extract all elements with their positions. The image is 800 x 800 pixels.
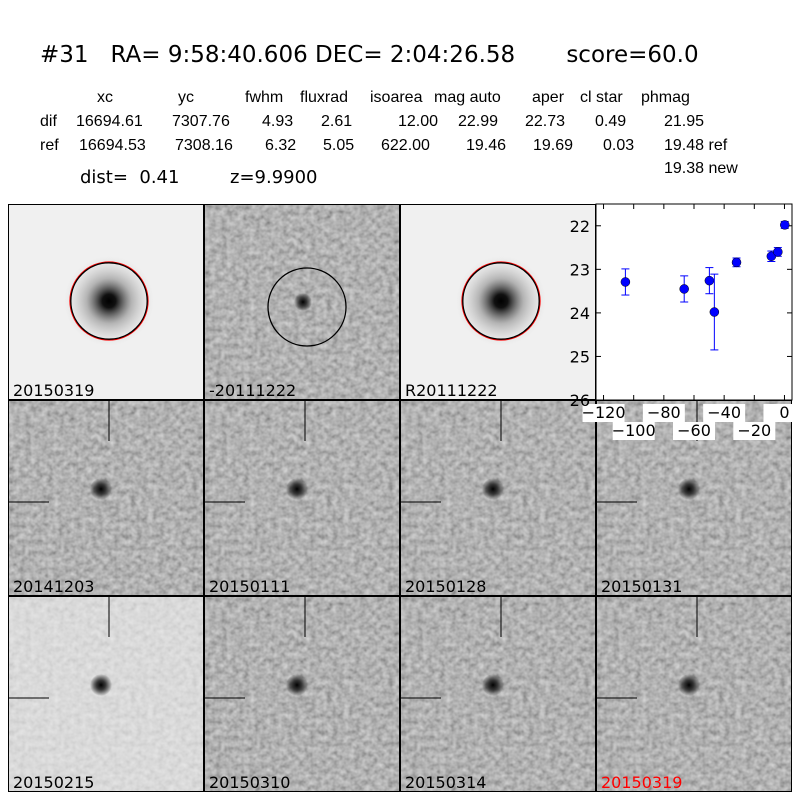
column-header: phmag: [641, 89, 690, 106]
table-cell: 22.99: [458, 113, 499, 130]
y-tick-label: 26: [570, 391, 590, 410]
table-cell: 2.61: [321, 113, 353, 130]
data-point: [709, 307, 720, 317]
x-tick-label: 0: [779, 403, 789, 422]
table-cell: 0.49: [595, 113, 627, 130]
stamp-epoch: 20150128: [400, 400, 596, 596]
stamp-top: 20150319: [8, 204, 204, 400]
x-tick-label: −40: [707, 403, 741, 422]
dist-value: dist= 0.41: [80, 167, 180, 188]
stamp-date-label: 20150131: [601, 577, 683, 596]
stamp-epoch: 20141203: [8, 400, 204, 596]
column-header: cl star: [580, 89, 623, 106]
table-cell: 5.05: [323, 137, 355, 154]
x-tick-label-bg: [642, 404, 685, 422]
aperture-circle: [70, 262, 148, 340]
stamp-epoch: 20150310: [204, 596, 400, 792]
stamp-date-label: 20150128: [405, 577, 487, 596]
stamp-top: -20111222: [204, 204, 400, 400]
y-tick-label: 22: [570, 217, 590, 236]
stamp-date-label: 20150319: [13, 381, 95, 400]
column-header: mag auto: [434, 89, 501, 106]
stamp-top: R20111222: [400, 204, 596, 400]
table-cell: 16694.53: [79, 137, 146, 154]
y-tick-label: 23: [570, 260, 590, 279]
row-label: dif: [40, 113, 57, 130]
data-point: [704, 275, 715, 286]
x-tick-label-bg: [582, 404, 625, 422]
table-cell: 7307.76: [172, 113, 230, 130]
stamp-date-label: 20141203: [13, 577, 95, 596]
table-cell: 0.03: [603, 137, 635, 154]
stamp-date-label: 20150314: [405, 773, 487, 792]
data-point: [780, 220, 790, 230]
column-header: xc: [97, 89, 113, 106]
aperture-circle: [69, 261, 149, 341]
table-cell: 6.32: [265, 137, 297, 154]
x-tick-label-bg: [612, 422, 655, 440]
table-cell: 622.00: [381, 137, 430, 154]
column-header: fwhm: [245, 89, 284, 106]
z-value: z=9.9900: [230, 167, 318, 188]
column-header: aper: [532, 89, 565, 106]
stamp-date-label: 20150215: [13, 773, 95, 792]
data-point: [731, 257, 742, 268]
light-curve-plot: −120 −100 −80 −60 −40 −20 0 22 23 24 25 26: [570, 203, 800, 440]
table-cell: 7308.16: [175, 137, 233, 154]
x-tick-label-bg: [733, 422, 776, 440]
column-header: fluxrad: [300, 89, 349, 106]
column-header: isoarea: [370, 89, 423, 106]
aperture-circle: [461, 261, 541, 341]
data-point: [679, 284, 689, 294]
x-tick-label-bg: [763, 404, 800, 422]
aperture-circle: [462, 262, 540, 340]
table-cell: 21.95: [664, 113, 705, 130]
x-tick-label-bg: [703, 404, 746, 422]
stamp-date-label: 20150111: [209, 577, 291, 596]
x-tick-label: −60: [677, 421, 711, 440]
stamp-epoch: 20150111: [204, 400, 400, 596]
plot-frame: [595, 203, 793, 401]
y-tick-label: 25: [570, 347, 590, 366]
stamp-date-label: -20111222: [209, 381, 297, 400]
stamp-epoch: 20150319: [596, 596, 792, 792]
table-cell: 16694.61: [76, 113, 143, 130]
x-tick-label: −120: [582, 403, 626, 422]
data-point: [620, 277, 631, 287]
row-label: ref: [40, 137, 59, 154]
table-cell: 22.73: [525, 113, 566, 130]
page-title: #31 RA= 9:58:40.606 DEC= 2:04:26.58 scor…: [40, 42, 699, 68]
table-cell: 4.93: [262, 113, 294, 130]
stamp-date-label: 20150310: [209, 773, 291, 792]
x-tick-label: −80: [647, 403, 681, 422]
aperture-circle: [267, 267, 347, 347]
x-tick-label-bg: [673, 422, 715, 440]
table-cell: 19.46: [466, 137, 507, 154]
phmag-new: 19.38 new: [664, 160, 738, 177]
stamp-date-label: R20111222: [405, 381, 498, 400]
table-cell: 12.00: [398, 113, 439, 130]
y-tick-label: 24: [570, 304, 590, 323]
stamp-epoch: 20150314: [400, 596, 596, 792]
x-tick-label: −100: [612, 421, 656, 440]
table-cell: 19.69: [533, 137, 574, 154]
x-tick-label: −20: [737, 421, 771, 440]
data-point: [773, 247, 783, 257]
stamp-epoch: 20150215: [8, 596, 204, 792]
column-header: yc: [178, 89, 194, 106]
table-cell: 19.48 ref: [664, 137, 728, 154]
stamp-date-label: 20150319: [601, 773, 683, 792]
